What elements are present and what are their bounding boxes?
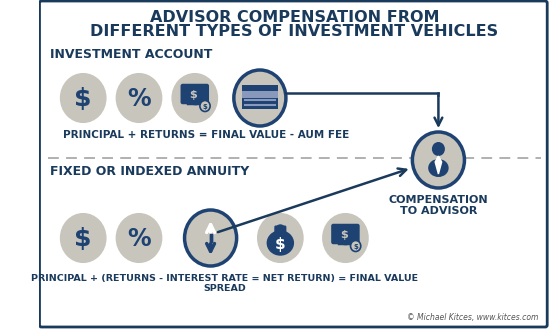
Text: $: $ <box>202 104 207 110</box>
Text: $: $ <box>275 237 285 251</box>
Text: $: $ <box>353 244 358 249</box>
Text: %: % <box>127 87 151 111</box>
Ellipse shape <box>117 74 161 122</box>
Ellipse shape <box>185 210 236 266</box>
Ellipse shape <box>117 214 161 262</box>
Ellipse shape <box>200 101 210 112</box>
Bar <box>242 91 278 98</box>
Text: PRINCIPAL + (RETURNS - INTEREST RATE = NET RETURN) = FINAL VALUE: PRINCIPAL + (RETURNS - INTEREST RATE = N… <box>31 274 418 283</box>
Text: ADVISOR COMPENSATION FROM: ADVISOR COMPENSATION FROM <box>150 10 439 25</box>
Text: $: $ <box>189 90 197 100</box>
Ellipse shape <box>428 159 449 177</box>
Ellipse shape <box>432 142 445 156</box>
Text: $: $ <box>74 87 92 111</box>
Ellipse shape <box>350 241 361 251</box>
Ellipse shape <box>323 214 368 262</box>
Ellipse shape <box>173 74 217 122</box>
Ellipse shape <box>258 214 302 262</box>
Text: INVESTMENT ACCOUNT: INVESTMENT ACCOUNT <box>50 48 212 61</box>
Text: PRINCIPAL + RETURNS = FINAL VALUE - AUM FEE: PRINCIPAL + RETURNS = FINAL VALUE - AUM … <box>63 130 349 140</box>
FancyBboxPatch shape <box>332 225 359 243</box>
Text: FIXED OR INDEXED ANNUITY: FIXED OR INDEXED ANNUITY <box>50 165 249 178</box>
Ellipse shape <box>61 214 106 262</box>
FancyBboxPatch shape <box>242 85 278 109</box>
Ellipse shape <box>234 70 286 126</box>
Text: TO ADVISOR: TO ADVISOR <box>400 206 477 216</box>
FancyBboxPatch shape <box>274 225 287 239</box>
Text: $: $ <box>340 230 348 240</box>
Text: DIFFERENT TYPES OF INVESTMENT VEHICLES: DIFFERENT TYPES OF INVESTMENT VEHICLES <box>90 24 498 39</box>
Polygon shape <box>435 156 442 174</box>
Text: %: % <box>127 227 151 251</box>
Text: SPREAD: SPREAD <box>203 284 246 293</box>
Ellipse shape <box>267 231 293 255</box>
Text: © Michael Kitces, www.kitces.com: © Michael Kitces, www.kitces.com <box>408 313 539 322</box>
FancyBboxPatch shape <box>182 85 208 103</box>
Ellipse shape <box>277 225 284 231</box>
Text: COMPENSATION: COMPENSATION <box>389 195 488 205</box>
Ellipse shape <box>412 132 464 188</box>
FancyBboxPatch shape <box>40 1 547 327</box>
Ellipse shape <box>61 74 106 122</box>
Text: $: $ <box>74 227 92 251</box>
